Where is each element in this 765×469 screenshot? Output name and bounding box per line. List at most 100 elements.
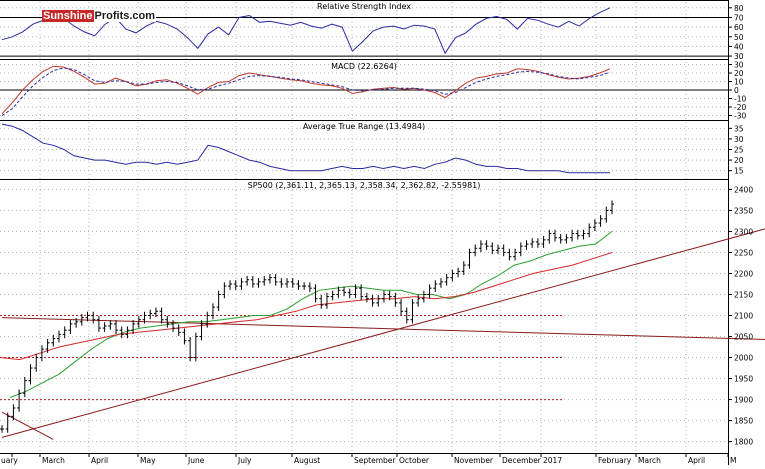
price-bar xyxy=(456,267,461,278)
price-bar xyxy=(347,288,352,299)
price-bar xyxy=(193,332,198,362)
price-bar xyxy=(450,269,455,282)
price-bar xyxy=(102,322,107,332)
rsi-line xyxy=(1,7,611,55)
price-bar xyxy=(22,376,27,398)
x-tick-label: December xyxy=(502,456,542,465)
price-bar xyxy=(438,278,443,288)
x-tick-label: April xyxy=(91,456,108,465)
price-bar xyxy=(381,290,386,303)
price-bar xyxy=(530,238,535,248)
price-bar xyxy=(290,278,295,288)
price-bar xyxy=(114,320,119,334)
price-bar xyxy=(0,425,4,433)
price-bar xyxy=(604,206,609,223)
price-bar xyxy=(592,219,597,232)
price-bar xyxy=(490,242,495,255)
x-tick-label: May xyxy=(140,456,156,465)
price-bar xyxy=(91,311,96,324)
price-bar xyxy=(210,303,215,320)
price-bar xyxy=(444,273,449,286)
price-bar xyxy=(359,284,364,301)
price-bar xyxy=(570,229,575,242)
y-tick-label: 2200 xyxy=(734,269,753,278)
price-bar xyxy=(74,318,79,328)
price-bar xyxy=(267,273,272,284)
price-bar xyxy=(34,353,39,372)
panel-title: Average True Range (13.4984) xyxy=(303,122,425,131)
price-bar xyxy=(541,236,546,248)
price-bar xyxy=(598,215,603,227)
price-bar xyxy=(324,292,329,309)
price-bar xyxy=(188,336,193,362)
price-bar xyxy=(171,320,176,332)
trendline xyxy=(1,411,54,440)
price-bar xyxy=(564,233,569,244)
price-bar xyxy=(547,229,552,244)
price-bar xyxy=(148,309,153,320)
price-bar xyxy=(68,320,73,334)
price-bar xyxy=(319,294,324,309)
price-bar xyxy=(285,278,290,288)
price-bar xyxy=(273,273,278,286)
price-bar xyxy=(427,284,432,299)
y-tick-label: 1850 xyxy=(734,417,753,426)
price-bar xyxy=(524,240,529,250)
price-bar xyxy=(307,282,312,292)
y-tick-label: 2100 xyxy=(734,312,753,321)
y-tick-label: 2050 xyxy=(734,333,753,342)
price-bar xyxy=(478,240,483,253)
price-bar xyxy=(501,244,506,257)
price-bar xyxy=(399,299,404,316)
price-bar xyxy=(467,248,472,269)
price-bar xyxy=(39,345,44,362)
y-tick-label: 15 xyxy=(734,167,744,176)
x-tick-label: 2017 xyxy=(543,456,562,465)
price-bar xyxy=(233,280,238,290)
price-bar xyxy=(433,280,438,292)
price-bar xyxy=(461,261,466,276)
y-tick-label: 70 xyxy=(734,13,744,22)
price-bar xyxy=(239,278,244,290)
y-tick-label: 60 xyxy=(734,23,744,32)
y-tick-label: 30 xyxy=(734,52,744,61)
price-bar xyxy=(296,280,301,290)
x-tick-label: M xyxy=(730,456,736,465)
price-bar xyxy=(222,282,227,299)
trendline xyxy=(1,228,765,438)
price-bar xyxy=(216,290,221,311)
y-tick-label: 25 xyxy=(734,146,744,155)
price-bar xyxy=(153,307,158,318)
price-bar xyxy=(587,223,592,238)
price-bar xyxy=(11,404,16,421)
price-bar xyxy=(558,233,563,244)
panel-title: MACD (22.6264) xyxy=(331,62,397,71)
y-tick-label: -10 xyxy=(734,94,746,103)
x-tick-label: uary xyxy=(1,456,18,465)
y-tick-label: -30 xyxy=(734,111,746,120)
panel-title: SP500 (2,361.11, 2,365.13, 2,358.34, 2,3… xyxy=(248,181,481,190)
price-bar xyxy=(136,315,141,328)
price-bar xyxy=(410,299,415,324)
price-bar xyxy=(484,240,489,250)
price-bar xyxy=(581,229,586,240)
price-bar xyxy=(473,244,478,257)
x-tick-label: October xyxy=(399,456,430,465)
price-bar xyxy=(507,248,512,261)
x-tick-label: March xyxy=(42,456,65,465)
brand-part2: Profits.com xyxy=(93,10,157,22)
y-tick-label: 30 xyxy=(734,61,744,70)
macd-signal-line xyxy=(1,67,611,116)
price-bar xyxy=(353,284,358,299)
atr-line xyxy=(1,123,610,174)
price-bar xyxy=(17,389,22,412)
brand-part1: Sunshine xyxy=(42,10,94,22)
y-tick-label: 1800 xyxy=(734,438,753,447)
price-bar xyxy=(228,280,233,290)
price-bar xyxy=(159,307,164,324)
price-bar xyxy=(85,311,90,322)
price-bar xyxy=(45,339,50,353)
price-bar xyxy=(79,313,84,326)
